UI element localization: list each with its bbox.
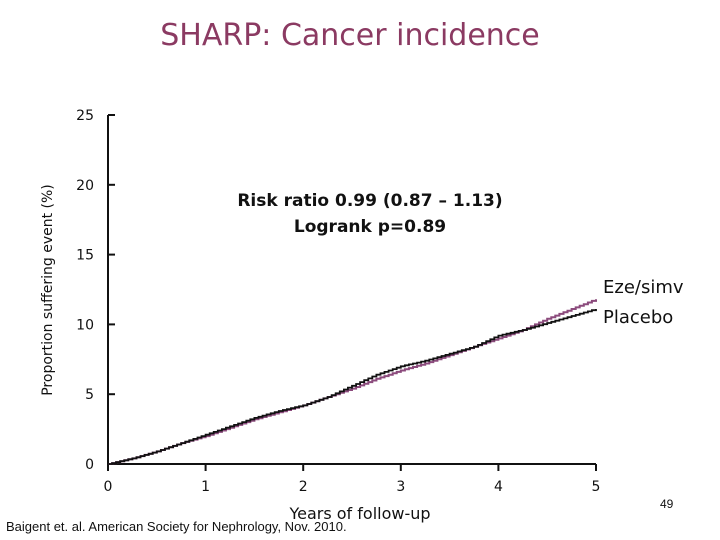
y-tick-label: 10 bbox=[76, 317, 94, 333]
series-label-placebo: Placebo bbox=[603, 307, 674, 328]
citation: Baigent et. al. American Society for Nep… bbox=[6, 519, 347, 534]
x-tick-label: 3 bbox=[396, 479, 405, 495]
x-tick-label: 4 bbox=[494, 479, 503, 495]
risk-annotation: Risk ratio 0.99 (0.87 – 1.13) Logrank p=… bbox=[180, 188, 560, 240]
chart-title: SHARP: Cancer incidence bbox=[160, 18, 540, 53]
series-line-eze-simv bbox=[108, 299, 597, 465]
y-tick-label: 15 bbox=[76, 248, 94, 264]
series-line-placebo bbox=[108, 309, 597, 465]
x-tick-label: 5 bbox=[592, 479, 601, 495]
y-axis-label: Proportion suffering event (%) bbox=[40, 184, 56, 396]
y-tick-label: 0 bbox=[85, 457, 94, 473]
logrank-text: Logrank p=0.89 bbox=[293, 217, 447, 237]
risk-ratio-text: Risk ratio 0.99 (0.87 – 1.13) bbox=[237, 191, 503, 211]
x-tick-label: 0 bbox=[104, 479, 113, 495]
x-axis-label: Years of follow-up bbox=[288, 504, 430, 523]
axes: 0 5 10 15 20 25 0 1 2 3 4 5 bbox=[76, 108, 600, 495]
series-lines bbox=[108, 299, 597, 465]
y-tick-label: 20 bbox=[76, 178, 94, 194]
series-label-eze-simv: Eze/simv bbox=[603, 277, 684, 298]
x-tick-label: 1 bbox=[201, 479, 210, 495]
page-number: 49 bbox=[660, 497, 674, 511]
y-tick-label: 25 bbox=[76, 108, 94, 124]
y-tick-label: 5 bbox=[85, 387, 94, 403]
x-tick-label: 2 bbox=[299, 479, 308, 495]
